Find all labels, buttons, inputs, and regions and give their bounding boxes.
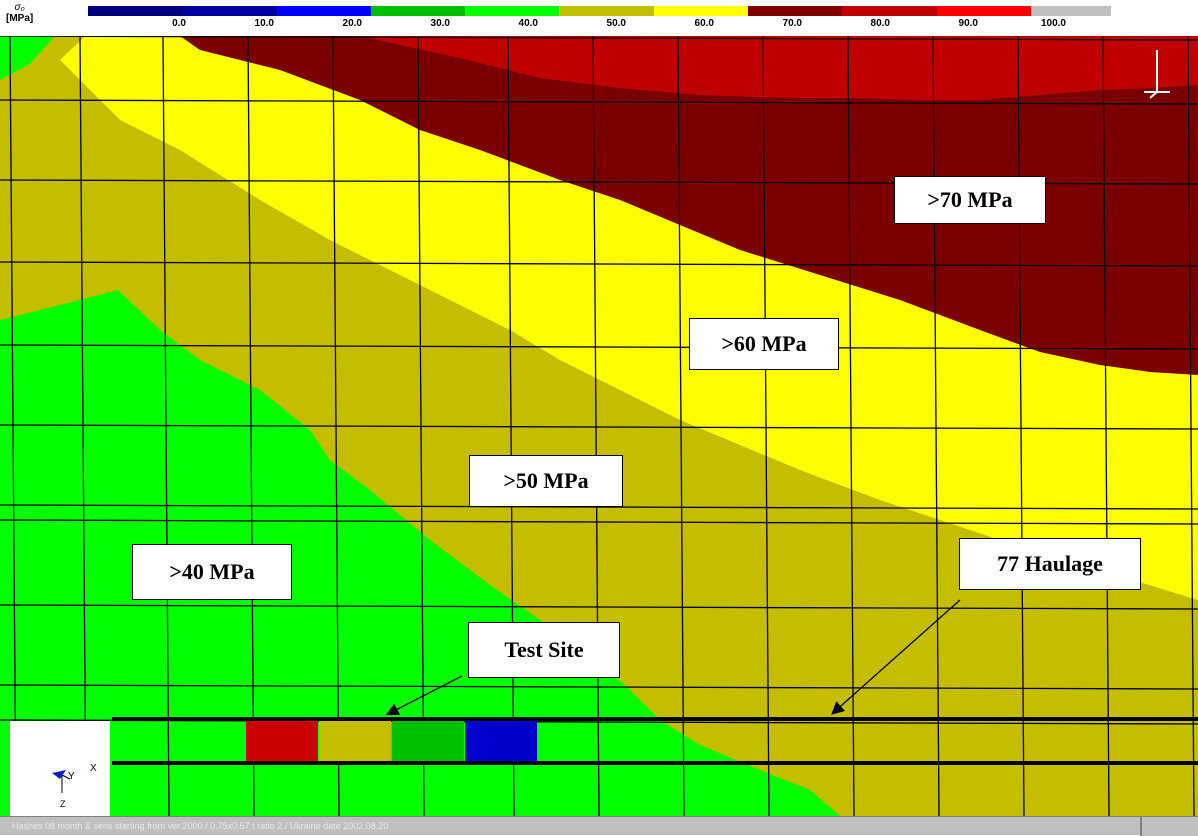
grid-line-horizontal bbox=[0, 519, 1198, 525]
status-text: Hashes 08 month & sens starting from ver… bbox=[12, 821, 389, 831]
test-site-block bbox=[319, 721, 391, 761]
test-site-block bbox=[246, 721, 318, 761]
legend-tick-label: 40.0 bbox=[518, 18, 538, 29]
zone-green bbox=[0, 290, 840, 816]
color-legend: σ₀ [MPa] 0.0 10.0 20.0 30.0 40.0 50.0 60.0 70.0… bbox=[0, 0, 1198, 36]
legend-swatch bbox=[653, 6, 749, 16]
grid-lines bbox=[0, 36, 1198, 816]
label-zone-50: >50 MPa bbox=[469, 455, 623, 507]
test-site-block bbox=[465, 721, 537, 761]
label-haulage: 77 Haulage bbox=[959, 538, 1141, 590]
grid-line-horizontal bbox=[0, 261, 1198, 267]
legend-tick-label: 10.0 bbox=[254, 18, 274, 29]
legend-unit-label: [MPa] bbox=[6, 13, 34, 24]
grid-line-vertical bbox=[1017, 36, 1025, 816]
grid-line-horizontal bbox=[0, 424, 1198, 430]
grid-line-horizontal bbox=[0, 504, 1198, 510]
status-bar: Hashes 08 month & sens starting from ver… bbox=[0, 816, 1198, 836]
legend-swatch bbox=[88, 6, 183, 16]
legend-tick-label: 100.0 bbox=[1040, 18, 1066, 29]
legend-swatch bbox=[748, 6, 843, 16]
axis-triad-icon: Y X Z bbox=[52, 763, 97, 809]
legend-tick-label: 30.0 bbox=[430, 18, 450, 29]
grid-line-vertical bbox=[847, 36, 855, 816]
test-site-blocks bbox=[246, 721, 537, 761]
legend-swatch bbox=[936, 6, 1031, 16]
label-zone-60: >60 MPa bbox=[689, 318, 839, 370]
legend-swatch bbox=[370, 6, 466, 16]
label-test-site: Test Site bbox=[468, 622, 620, 678]
axis-x-label: X bbox=[90, 763, 97, 774]
grid-line-horizontal bbox=[0, 344, 1198, 350]
grid-line-vertical bbox=[1102, 36, 1110, 816]
grid-line-horizontal bbox=[0, 99, 1198, 105]
test-site-block bbox=[392, 721, 464, 761]
grid-line-horizontal bbox=[0, 684, 1198, 690]
legend-tick-label: 50.0 bbox=[606, 18, 626, 29]
legend-tick-label: 0.0 bbox=[172, 18, 186, 29]
legend-swatch bbox=[182, 6, 277, 16]
grid-line-horizontal bbox=[0, 36, 1198, 41]
legend-tick-label: 90.0 bbox=[958, 18, 978, 29]
status-bar-panel bbox=[1140, 817, 1198, 836]
legend-unit: σ₀ [MPa] bbox=[6, 2, 33, 24]
legend-unit-symbol: σ₀ bbox=[14, 2, 25, 13]
legend-swatch bbox=[465, 6, 560, 16]
legend-tick-label: 60.0 bbox=[694, 18, 714, 29]
axis-z-label: Z bbox=[60, 799, 66, 809]
grid-line-vertical bbox=[1187, 36, 1195, 816]
legend-tick-label: 20.0 bbox=[342, 18, 362, 29]
orientation-triad-icon bbox=[1144, 50, 1170, 99]
grid-line-vertical bbox=[677, 36, 685, 816]
label-zone-70: >70 MPa bbox=[894, 176, 1046, 224]
legend-swatch bbox=[1031, 6, 1111, 16]
axis-y-label: Y bbox=[68, 771, 75, 782]
grid-line-vertical bbox=[762, 36, 770, 816]
test-site-arrow bbox=[385, 675, 463, 716]
zone-green-upper-left bbox=[0, 36, 55, 80]
stress-contour-plot bbox=[0, 36, 1198, 816]
axis-triad-box: Y X Z bbox=[10, 721, 110, 816]
legend-swatch bbox=[559, 6, 654, 16]
legend-tick-label: 70.0 bbox=[782, 18, 802, 29]
grid-line-vertical bbox=[79, 36, 87, 816]
legend-tick-label: 80.0 bbox=[870, 18, 890, 29]
grid-line-vertical bbox=[932, 36, 940, 816]
grid-line-horizontal bbox=[0, 604, 1198, 610]
legend-swatch bbox=[842, 6, 937, 16]
zone-red bbox=[360, 36, 1198, 100]
grid-line-vertical bbox=[592, 36, 600, 816]
zone-maroon bbox=[180, 36, 1198, 375]
legend-swatch bbox=[276, 6, 371, 16]
grid-line-vertical bbox=[9, 36, 17, 816]
haulage-arrow bbox=[831, 599, 961, 715]
grid-line-vertical bbox=[507, 36, 515, 816]
label-zone-40: >40 MPa bbox=[132, 544, 292, 600]
